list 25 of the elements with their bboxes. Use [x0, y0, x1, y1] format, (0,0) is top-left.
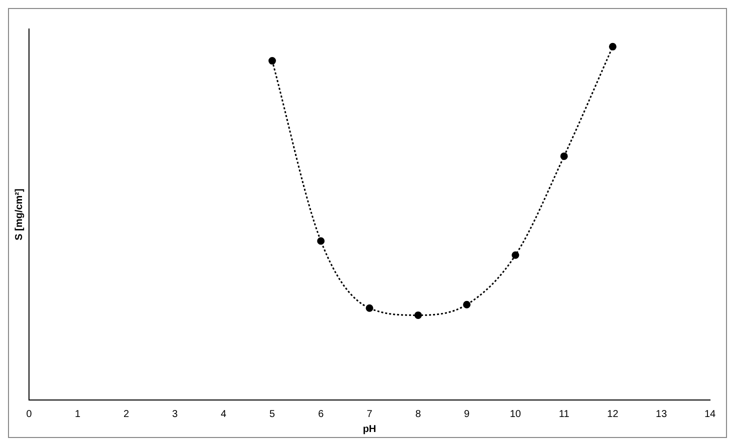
- x-tick-label: 4: [220, 408, 227, 420]
- x-tick-label: 3: [172, 408, 178, 420]
- x-tick-label: 11: [558, 408, 570, 420]
- x-tick-label: 6: [318, 408, 324, 420]
- x-tick-label: 5: [269, 408, 276, 420]
- x-tick-label: 13: [656, 408, 668, 420]
- x-tick-label: 10: [510, 408, 522, 420]
- x-tick-label: 8: [415, 408, 422, 420]
- point: [366, 304, 374, 312]
- x-tick-label: 9: [464, 408, 470, 420]
- x-tick-label: 2: [124, 408, 130, 420]
- point: [317, 237, 325, 245]
- point: [414, 311, 422, 319]
- x-tick-label: 1: [74, 408, 81, 420]
- x-axis-title: pH: [362, 424, 376, 435]
- y-axis-title: S [mg/cm²]: [14, 188, 25, 240]
- point: [560, 152, 568, 160]
- point: [463, 300, 471, 308]
- x-tick-label: 12: [607, 408, 619, 420]
- point: [512, 251, 520, 259]
- x-tick-label: 7: [366, 408, 373, 420]
- x-tick-label: 14: [704, 408, 716, 420]
- point: [608, 42, 616, 50]
- x-tick-label: 0: [26, 408, 32, 420]
- point: [268, 57, 276, 65]
